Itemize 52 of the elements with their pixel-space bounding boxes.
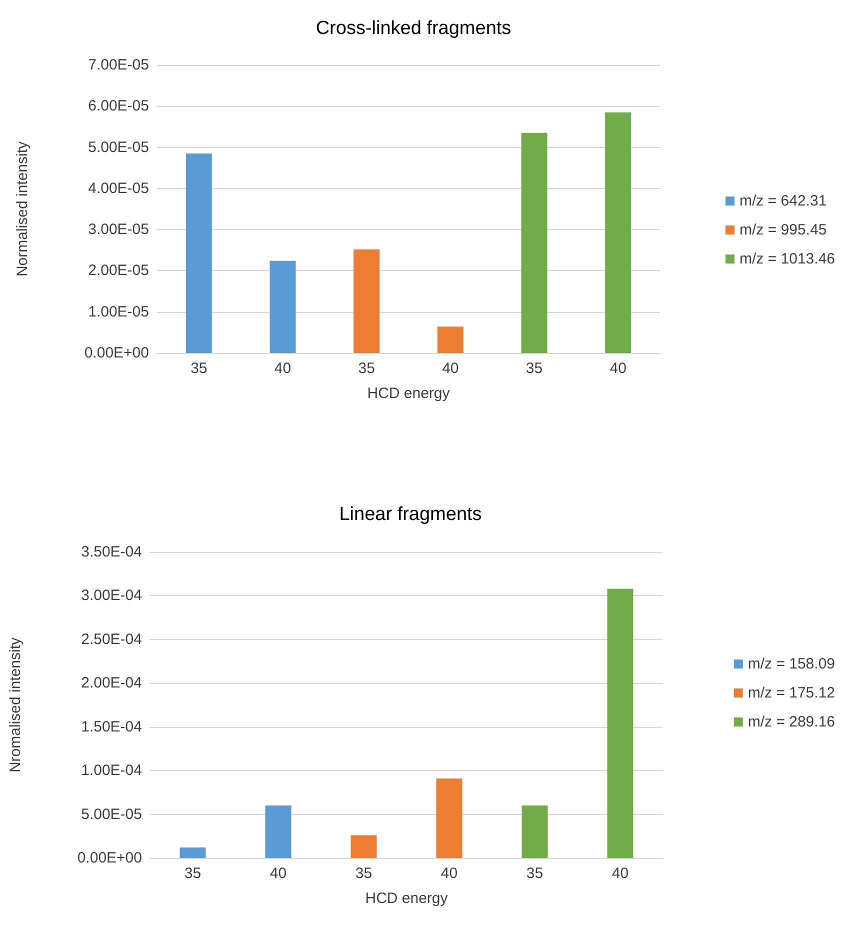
legend-label: m/z = 642.31 (740, 192, 827, 210)
bar (521, 132, 548, 353)
y-tick-label: 3.50E-04 (81, 544, 142, 560)
bar (522, 806, 548, 858)
legend-label: m/z = 175.12 (748, 684, 836, 702)
bar (270, 260, 296, 353)
x-tick-label: 40 (274, 360, 292, 377)
bar (180, 848, 206, 858)
y-tick-label: 1.50E-04 (81, 718, 142, 736)
y-axis-title: Nromalised intensity (7, 636, 24, 773)
y-tick-label: 2.00E-04 (81, 674, 142, 692)
x-tick-label: 35 (355, 865, 372, 882)
bar (607, 588, 634, 858)
y-tick-label: 1.00E-05 (88, 303, 149, 320)
x-tick-label: 35 (526, 360, 543, 377)
x-axis-title: HCD energy (365, 890, 448, 907)
bar (265, 806, 292, 858)
y-tick-label: 3.00E-05 (88, 221, 149, 238)
x-tick-label: 35 (190, 360, 208, 377)
y-tick-label: 2.00E-05 (88, 262, 149, 280)
y-tick-label: 5.00E-05 (81, 806, 142, 823)
chart-title: Linear fragments (339, 504, 482, 525)
x-tick-label: 40 (612, 865, 629, 882)
y-tick-label: 1.00E-04 (81, 762, 142, 780)
x-tick-label: 40 (440, 865, 458, 882)
x-tick-label: 35 (358, 360, 375, 377)
x-tick-label: 40 (442, 360, 459, 377)
x-tick-label: 40 (610, 360, 626, 377)
bar (437, 326, 464, 353)
x-tick-label: 35 (526, 865, 544, 882)
bar (350, 835, 377, 858)
y-tick-label: 5.00E-05 (88, 138, 149, 156)
y-tick-label: 2.50E-04 (81, 630, 142, 648)
y-tick-label: 4.00E-05 (88, 180, 149, 197)
y-tick-label: 7.00E-05 (88, 56, 149, 74)
legend-label: m/z = 1013.46 (740, 250, 836, 268)
y-tick-label: 6.00E-05 (88, 98, 149, 115)
bar (354, 249, 380, 353)
x-axis-title: HCD energy (367, 385, 450, 402)
bar (186, 153, 212, 353)
legend-label: m/z = 158.09 (748, 656, 836, 672)
y-axis-title: Normalised intensity (14, 140, 31, 277)
y-tick-label: 3.00E-04 (81, 587, 142, 604)
y-tick-label: 0.00E+00 (77, 850, 142, 866)
legend-label: m/z = 289.16 (748, 714, 836, 730)
chart-title: Cross-linked fragments (316, 18, 512, 39)
legend-label: m/z = 995.45 (740, 222, 827, 238)
bar (436, 778, 462, 858)
y-tick-label: 0.00E+00 (84, 344, 149, 362)
x-tick-label: 35 (184, 865, 202, 882)
bar (605, 112, 632, 353)
x-tick-label: 40 (270, 865, 287, 882)
